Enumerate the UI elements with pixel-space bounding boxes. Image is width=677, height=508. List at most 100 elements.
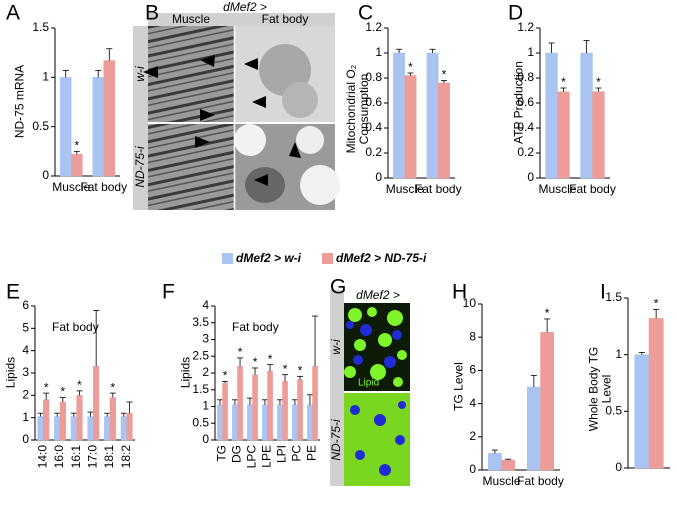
significance-star: *	[253, 355, 258, 369]
bar	[76, 395, 83, 441]
annotation: Fat body	[52, 320, 99, 334]
y-tick-label: 2.5	[192, 348, 209, 362]
y-tick-label: 1.5	[32, 20, 49, 34]
row-label: w-i	[133, 66, 147, 82]
bar	[70, 416, 77, 441]
panel-letter: F	[162, 281, 175, 304]
significance-star: *	[561, 75, 566, 89]
x-tick-label: Muscle	[385, 182, 424, 196]
y-tick-label: 6	[22, 298, 29, 312]
y-tick-label: 0	[42, 168, 49, 182]
bar	[126, 412, 133, 441]
bar	[93, 366, 100, 441]
y-tick-label: 0	[615, 460, 622, 474]
bar	[232, 404, 238, 441]
y-tick-label: 3	[22, 365, 29, 379]
significance-star: *	[74, 139, 79, 153]
x-tick-label: LPE	[260, 445, 274, 468]
bar	[277, 404, 283, 441]
x-tick-label: Fat body	[569, 182, 616, 196]
bar	[103, 60, 116, 177]
significance-star: *	[238, 345, 243, 359]
bar	[393, 52, 405, 179]
y-tick-label: 0	[202, 432, 209, 446]
bar	[540, 331, 555, 471]
row-label: ND-75-i	[133, 146, 147, 188]
row-label: w-i	[329, 339, 343, 355]
bar	[120, 416, 127, 441]
microscopy-b	[133, 13, 340, 210]
x-tick-label: Muscle	[52, 180, 91, 194]
y-axis-label: Lipids	[3, 356, 18, 389]
y-tick-label: 4	[469, 396, 476, 410]
panel-letter: A	[6, 2, 20, 25]
y-tick-label: 0.6	[517, 95, 534, 109]
row-label: ND-75-i	[329, 419, 343, 461]
panel-letter: I	[600, 281, 606, 304]
x-tick-label: 18:2	[119, 445, 133, 469]
y-tick-label: 0	[469, 462, 476, 476]
y-tick-label: 0.4	[517, 120, 534, 134]
bar	[580, 52, 593, 179]
y-tick-label: 0.5	[605, 404, 622, 418]
y-tick-label: 1	[22, 410, 29, 424]
x-tick-label: Fat body	[80, 180, 128, 194]
column-label: Muscle	[172, 12, 210, 26]
panel-letter: E	[6, 281, 20, 304]
legend-label: dMef2 > w-i	[236, 251, 302, 265]
annotation: Fat body	[232, 320, 279, 334]
x-tick-label: TG	[215, 445, 229, 462]
y-tick-label: 3.5	[192, 315, 209, 329]
x-tick-label: 14:0	[36, 445, 50, 469]
bar	[634, 354, 650, 469]
y-tick-label: 0	[375, 170, 382, 184]
y-axis-label: Mitochondrial O₂ Consumption	[344, 64, 371, 154]
bar	[247, 404, 253, 441]
x-tick-label: Muscle	[538, 182, 577, 196]
y-tick-label: 1	[375, 45, 382, 59]
y-axis-label: Whole Body TG Level	[586, 346, 613, 432]
column-label: Fat body	[262, 12, 309, 26]
panel-title: dMef2 >	[356, 288, 400, 302]
significance-star: *	[60, 385, 65, 399]
x-tick-label: LPI	[275, 445, 289, 463]
y-axis-label: Lipids	[178, 356, 193, 389]
y-tick-label: 4	[22, 343, 29, 357]
panel-letter: G	[330, 276, 346, 299]
y-tick-label: 10	[463, 296, 477, 310]
bar	[59, 77, 72, 177]
significance-star: *	[545, 306, 550, 320]
y-tick-label: 1.5	[605, 290, 622, 304]
y-tick-label: 1.2	[365, 20, 382, 34]
bar	[526, 386, 541, 471]
y-tick-label: 8	[469, 329, 476, 343]
bar	[104, 416, 111, 441]
significance-star: *	[298, 364, 303, 378]
legend-swatch	[222, 253, 233, 264]
y-tick-label: 0.2	[517, 145, 534, 159]
y-axis-label: ATP Production	[511, 61, 526, 144]
y-tick-label: 0.5	[32, 119, 49, 133]
legend-swatch	[322, 253, 333, 264]
y-tick-label: 2	[22, 388, 29, 402]
significance-star: *	[77, 378, 82, 392]
y-tick-label: 0	[22, 432, 29, 446]
bar	[404, 75, 417, 179]
y-axis-label: ND-75 mRNA	[12, 64, 27, 139]
y-tick-label: 2	[202, 365, 209, 379]
bar	[438, 82, 450, 179]
bar	[71, 154, 83, 177]
significance-star: *	[283, 362, 288, 376]
y-tick-label: 6	[469, 363, 476, 377]
panel-letter: H	[452, 281, 467, 304]
y-tick-label: 1.2	[517, 20, 534, 34]
y-tick-label: 2	[469, 429, 476, 443]
significance-star: *	[223, 369, 228, 383]
y-tick-label: 1	[42, 70, 49, 84]
bar	[59, 401, 66, 441]
bar	[592, 91, 605, 179]
bar	[267, 371, 273, 441]
x-tick-label: DG	[230, 445, 244, 463]
bar	[262, 404, 268, 441]
